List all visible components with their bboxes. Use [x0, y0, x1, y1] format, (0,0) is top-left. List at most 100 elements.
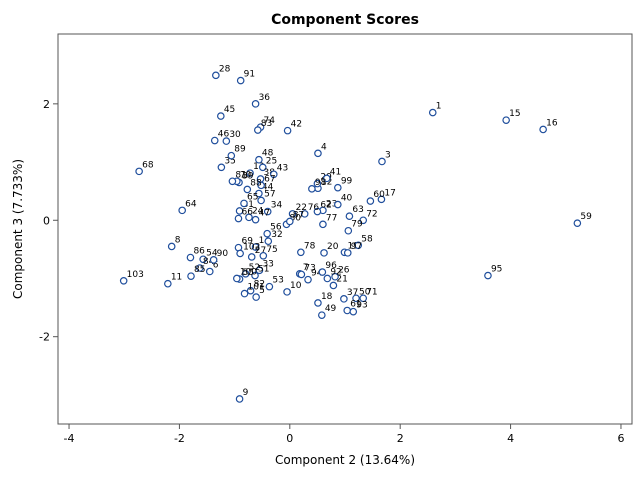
data-point: [428, 108, 437, 117]
data-point-label: 99: [341, 177, 353, 187]
data-point-label: 88: [250, 178, 262, 188]
data-point-label: 84: [203, 257, 215, 267]
data-point-label: 69: [241, 237, 253, 247]
data-point: [236, 249, 244, 258]
data-point-label: 22: [296, 203, 307, 213]
data-point-label: 8: [175, 235, 181, 245]
x-axis-label: Component 2 (13.64%): [275, 453, 415, 467]
data-point-label: 39: [242, 171, 254, 181]
data-point: [344, 226, 353, 235]
data-point: [318, 311, 326, 319]
data-point-label: 67: [264, 174, 275, 184]
data-point: [255, 266, 264, 275]
data-point-label: 91: [244, 70, 255, 80]
data-point: [318, 268, 327, 276]
data-point: [252, 293, 260, 301]
data-point-label: 46: [218, 130, 230, 140]
data-point: [283, 288, 291, 296]
data-point-label: 20: [327, 242, 339, 252]
x-axis-ticks: -4 -2 0 2 4 6: [64, 424, 624, 445]
data-point-label: 92: [330, 267, 341, 277]
data-point-label: 14: [259, 236, 271, 246]
data-point: [212, 71, 220, 80]
data-point-label: 30: [229, 130, 241, 140]
data-point-label: 1: [436, 102, 442, 112]
data-point: [265, 282, 274, 291]
x-tick-label: 0: [286, 432, 293, 445]
chart-title: Component Scores: [271, 12, 419, 28]
data-point-label: 89: [234, 145, 246, 155]
data-point-label: 34: [271, 201, 283, 211]
y-tick-label: 2: [43, 98, 50, 111]
data-point-label: 57: [264, 189, 275, 199]
x-tick-label: 4: [507, 432, 514, 445]
y-axis-label: Component 3 (7.733%): [11, 159, 25, 299]
data-point: [283, 126, 292, 135]
data-point-label: 40: [341, 194, 353, 204]
data-point: [334, 183, 342, 192]
data-point: [247, 253, 256, 261]
data-point-label: 93: [356, 301, 367, 311]
data-point-label: 65: [247, 192, 258, 202]
data-point: [164, 279, 172, 288]
data-point: [484, 271, 492, 280]
data-point-label: 33: [262, 259, 273, 269]
data-point: [255, 189, 263, 198]
data-point: [258, 163, 267, 172]
data-point-label: 9: [243, 388, 249, 398]
data-point-label: 38: [264, 168, 276, 178]
data-point-label: 26: [338, 266, 350, 276]
data-point-label: 37: [347, 288, 358, 298]
data-point-label: 77: [326, 213, 337, 223]
data-point: [286, 217, 294, 226]
data-point-label: 81: [235, 170, 246, 180]
data-point: [251, 100, 260, 108]
data-point: [217, 112, 225, 120]
data-point: [251, 243, 260, 251]
data-point-label: 87: [293, 210, 304, 220]
data-point-label: 48: [262, 149, 274, 159]
data-point-label: 85: [194, 265, 205, 275]
data-point-label: 52: [249, 263, 260, 273]
data-point: [227, 151, 236, 160]
data-point: [187, 272, 195, 280]
data-point: [352, 294, 360, 303]
data-point: [178, 206, 186, 215]
data-point-label: 74: [264, 116, 276, 126]
data-point: [236, 76, 245, 85]
data-point-label: 59: [580, 212, 592, 222]
data-point-label: 44: [262, 182, 274, 192]
data-point-label: 97: [351, 242, 362, 252]
data-point: [210, 136, 219, 145]
y-axis-ticks: -2 0 2: [39, 98, 58, 344]
data-point: [251, 271, 259, 280]
data-point: [205, 267, 214, 276]
data-point-label: 100: [240, 267, 257, 277]
data-point-label: 21: [336, 274, 347, 284]
data-point-label: 72: [366, 209, 377, 219]
data-point: [263, 207, 272, 216]
data-point-label: 45: [224, 105, 235, 115]
data-point-label: 11: [171, 273, 182, 283]
data-point-label: 41: [330, 167, 341, 177]
data-point-label: 103: [127, 270, 144, 280]
data-point-label: 66: [241, 208, 253, 218]
data-point-label: 32: [271, 230, 282, 240]
data-point: [308, 185, 316, 193]
data-point-label: 35: [224, 156, 235, 166]
data-point-label: 75: [266, 245, 277, 255]
data-point: [354, 241, 363, 250]
data-point: [377, 195, 386, 204]
y-tick-label: -2: [39, 331, 50, 344]
data-point-label: 15: [509, 109, 520, 119]
data-point-label: 27: [255, 246, 266, 256]
data-point-label: 78: [304, 241, 316, 251]
data-point: [366, 197, 375, 205]
data-point: [322, 174, 331, 183]
data-point-label: 25: [266, 156, 277, 166]
data-point-label: 16: [546, 118, 558, 128]
data-point: [297, 270, 306, 279]
data-point: [196, 264, 204, 272]
x-tick-label: 2: [397, 432, 404, 445]
